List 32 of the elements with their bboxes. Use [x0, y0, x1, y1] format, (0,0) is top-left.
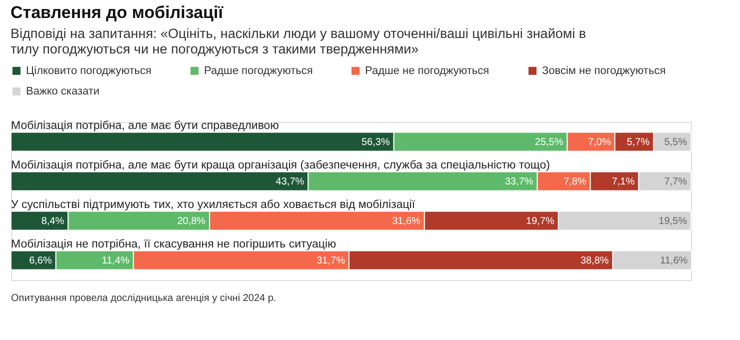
text: Опитування провела дослідницька агенція у січні 2024 р.	[11, 293, 276, 304]
data-label: 25,5%	[534, 136, 564, 148]
data-label: 8,4%	[41, 216, 64, 227]
data-label: 5,7%	[626, 136, 650, 148]
data-label: 43,7%	[276, 176, 304, 188]
y-tick-label: У суспільстві підтримують тих, хто ухиляється або ховається від мобілізації	[11, 198, 416, 211]
chart-subtitle: Відповіді на запитання: «Оцініть, наскільки люди у вашому оточенні/ваші цивільні знайомі в тилу погоджуються чи не погоджуються з такими твердженнями»	[10, 26, 586, 56]
legend-label: Радше погоджуються	[204, 64, 313, 77]
y-tick-label: Мобілізація потрібна, але має бути справедливою	[11, 120, 280, 132]
y-tick-label: Мобілізація не потрібна, її скасування не погіршить ситуацію	[11, 238, 337, 250]
data-label: 11,4%	[102, 255, 130, 266]
data-label: 11,6%	[660, 255, 688, 266]
data-label: 5,5%	[664, 136, 688, 148]
legend-label: Цілковито погоджуються	[26, 64, 152, 77]
data-label: 7,7%	[664, 176, 688, 188]
data-label: 33,7%	[504, 176, 534, 188]
data-label: 38,8%	[580, 255, 609, 266]
legend-label: Радше не погоджуються	[365, 64, 490, 77]
data-label: 7,1%	[612, 176, 635, 188]
data-label: 31,7%	[316, 255, 346, 266]
y-tick-label: Мобілізація потрібна, але має бути краща організація (забезпечення, служба за спеціальністю тощо)	[11, 159, 550, 172]
chart-title: Ставлення до мобілізації	[10, 3, 224, 22]
data-label: 31,6%	[392, 216, 421, 227]
data-label: 19,5%	[658, 216, 688, 227]
data-label: 56,3%	[361, 136, 390, 148]
legend-label: Зовсім не погоджуються	[542, 64, 666, 77]
data-label: 19,7%	[526, 216, 555, 227]
data-label: 7,0%	[588, 136, 611, 148]
data-label: 20,8%	[177, 216, 206, 227]
data-label: 7,8%	[564, 176, 586, 188]
legend-label: Важко сказати	[26, 86, 100, 98]
data-label: 6,6%	[29, 255, 52, 266]
